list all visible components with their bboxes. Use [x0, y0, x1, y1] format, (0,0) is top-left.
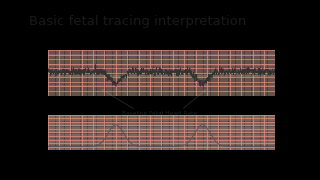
- Text: Basic fetal tracing interpretation: Basic fetal tracing interpretation: [29, 15, 246, 28]
- Text: Baseline Fetal Heart Rate: Baseline Fetal Heart Rate: [123, 111, 197, 116]
